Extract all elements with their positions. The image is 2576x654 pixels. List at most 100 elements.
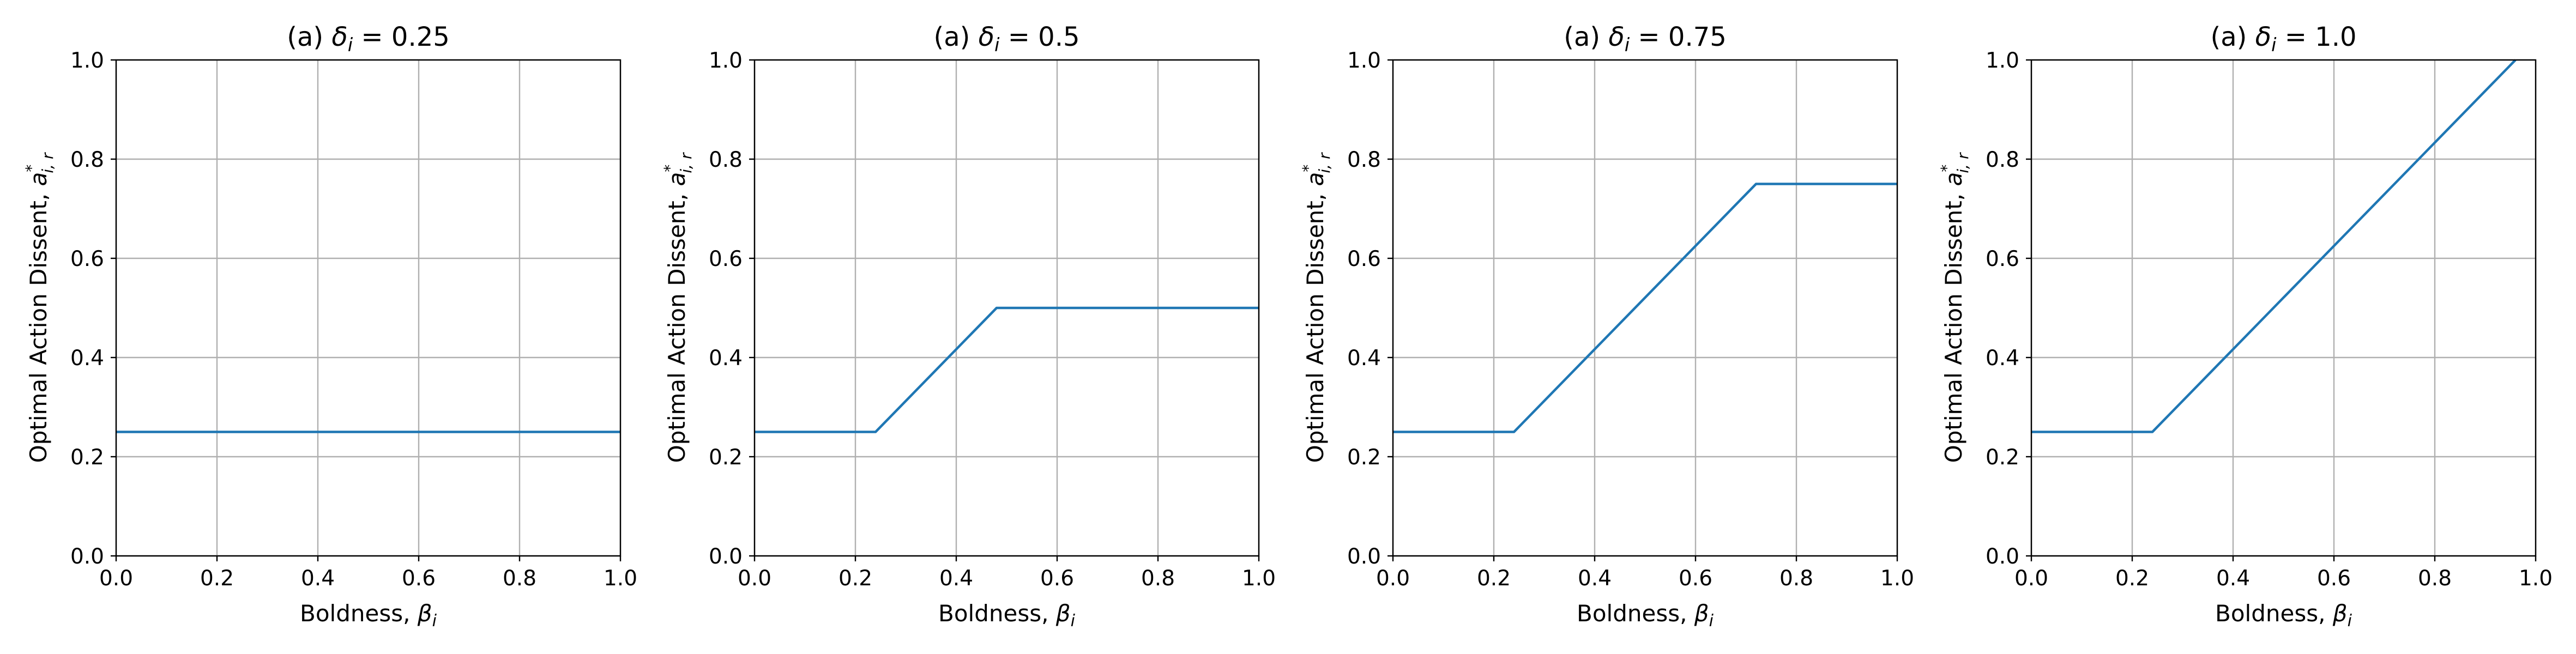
title-symbol: δ <box>1608 22 1624 52</box>
y-tick-label: 1.0 <box>70 49 104 73</box>
y-tick-label: 0.4 <box>1347 346 1381 371</box>
y-axis-label-text: Optimal Action Dissent, <box>1940 186 1967 463</box>
y-axis-label-text: Optimal Action Dissent, <box>1302 186 1329 463</box>
x-axis-label-text: Boldness, <box>1577 600 1694 627</box>
x-axis-label: Boldness, βi <box>2215 600 2352 631</box>
axes-frame <box>115 59 622 557</box>
x-tick-label: 1.0 <box>1242 566 1276 591</box>
y-tick-label: 0.2 <box>70 445 104 470</box>
title-value: = 0.25 <box>353 22 450 52</box>
x-axis-label-symbol: β <box>417 600 432 627</box>
chart-title: (a) δi = 0.25 <box>287 22 450 56</box>
x-tick-label: 0.2 <box>200 566 234 591</box>
title-symbol: δ <box>331 22 347 52</box>
title-value: = 0.5 <box>999 22 1079 52</box>
y-tick-label: 0.8 <box>70 148 104 172</box>
x-axis-label-subscript: i <box>1071 611 1076 631</box>
x-tick-label: 1.0 <box>1880 566 1914 591</box>
x-axis-label-text: Boldness, <box>2215 600 2333 627</box>
title-value: = 0.75 <box>1630 22 1727 52</box>
x-tick-label: 0.6 <box>1679 566 1712 591</box>
x-tick-label: 0.4 <box>1578 566 1612 591</box>
y-tick-label: 0.2 <box>709 445 743 470</box>
y-axis-label-symbol: a <box>1940 172 1967 186</box>
x-axis-label: Boldness, βi <box>300 600 437 631</box>
x-axis-label-subscript: i <box>1709 611 1714 631</box>
y-tick-label: 0.8 <box>1347 148 1381 172</box>
y-axis-label-symbol: a <box>1302 172 1329 186</box>
y-axis-label-subscript: i, r <box>1316 152 1334 173</box>
x-axis-label-text: Boldness, <box>938 600 1056 627</box>
title-subscript: i <box>994 34 1000 56</box>
y-axis-label-text: Optimal Action Dissent, <box>25 186 52 463</box>
series-line <box>1393 183 1897 433</box>
y-axis-label-superscript: * <box>661 165 679 172</box>
y-tick-label: 1.0 <box>1986 49 2019 73</box>
x-tick-label: 0.6 <box>2317 566 2351 591</box>
y-axis-label: Optimal Action Dissent, a*i, r <box>22 152 57 463</box>
x-tick-label: 0.6 <box>1040 566 1074 591</box>
title-symbol: δ <box>2255 22 2271 52</box>
x-tick-label: 0.0 <box>738 566 771 591</box>
y-tick-label: 0.8 <box>1986 148 2019 172</box>
x-axis-label: Boldness, βi <box>1577 600 1714 631</box>
x-tick-label: 1.0 <box>2519 566 2553 591</box>
x-tick-label: 0.2 <box>838 566 872 591</box>
x-tick-label: 0.4 <box>2216 566 2250 591</box>
y-tick-label: 0.6 <box>1347 247 1381 271</box>
x-axis-label-symbol: β <box>1694 600 1709 627</box>
x-axis-label-text: Boldness, <box>300 600 418 627</box>
y-tick-label: 0.4 <box>709 346 743 371</box>
title-value: = 1.0 <box>2276 22 2356 52</box>
x-tick-label: 0.8 <box>1779 566 1813 591</box>
series-line <box>755 306 1259 433</box>
y-tick-label: 0.6 <box>709 247 743 271</box>
x-axis-label: Boldness, βi <box>938 600 1076 631</box>
x-tick-label: 0.8 <box>503 566 536 591</box>
x-tick-label: 0.2 <box>1477 566 1511 591</box>
title-text: (a) <box>933 22 978 52</box>
y-axis-label: Optimal Action Dissent, a*i, r <box>1299 152 1334 463</box>
y-axis-label-symbol: a <box>25 172 52 186</box>
y-axis-label-symbol: a <box>663 172 690 186</box>
title-symbol: δ <box>979 22 994 52</box>
y-tick-label: 0.8 <box>709 148 743 172</box>
y-axis-label: Optimal Action Dissent, a*i, r <box>661 152 695 463</box>
x-axis-label-symbol: β <box>1055 600 1071 627</box>
x-tick-label: 0.0 <box>2014 566 2048 591</box>
y-tick-label: 0.2 <box>1986 445 2019 470</box>
chart-title: (a) δi = 0.75 <box>1564 22 1727 56</box>
y-tick-label: 0.0 <box>70 544 104 569</box>
y-tick-label: 0.6 <box>1986 247 2019 271</box>
chart-title: (a) δi = 1.0 <box>2210 22 2356 56</box>
x-tick-label: 1.0 <box>604 566 637 591</box>
y-tick-label: 0.6 <box>70 247 104 271</box>
axes-frame <box>1392 59 1898 557</box>
y-axis-label-superscript: * <box>1299 165 1317 172</box>
y-axis-label-text: Optimal Action Dissent, <box>663 186 690 463</box>
chart-panel-3: 0.0 0.2 0.4 0.6 0.8 1.0 0.0 0.2 0.4 0.6 0.8 1.0 (a) … <box>1299 22 1914 631</box>
x-axis-label-subscript: i <box>432 611 437 631</box>
y-axis-label-superscript: * <box>1938 165 1956 172</box>
y-tick-label: 0.2 <box>1347 445 1381 470</box>
x-tick-label: 0.8 <box>2418 566 2452 591</box>
title-text: (a) <box>1564 22 1608 52</box>
y-axis-label-subscript: i, r <box>1954 152 1972 173</box>
chart-panel-4: 0.0 0.2 0.4 0.6 0.8 1.0 0.0 0.2 0.4 0.6 0.8 1.0 (a) … <box>1938 22 2553 631</box>
y-axis-label-superscript: * <box>22 165 40 172</box>
y-tick-label: 1.0 <box>709 49 743 73</box>
series-line <box>2031 59 2517 433</box>
x-tick-label: 0.4 <box>301 566 335 591</box>
x-tick-label: 0.2 <box>2115 566 2149 591</box>
y-tick-label: 0.0 <box>709 544 743 569</box>
title-subscript: i <box>2271 34 2277 56</box>
x-axis-label-symbol: β <box>2332 600 2348 627</box>
y-tick-label: 0.4 <box>1986 346 2019 371</box>
y-tick-label: 0.0 <box>1986 544 2019 569</box>
x-tick-label: 0.6 <box>402 566 436 591</box>
axes-frame <box>753 59 1260 557</box>
chart-panel-2: 0.0 0.2 0.4 0.6 0.8 1.0 0.0 0.2 0.4 0.6 0.8 1.0 (a) … <box>661 22 1276 631</box>
title-subscript: i <box>348 34 353 56</box>
x-tick-label: 0.8 <box>1141 566 1175 591</box>
